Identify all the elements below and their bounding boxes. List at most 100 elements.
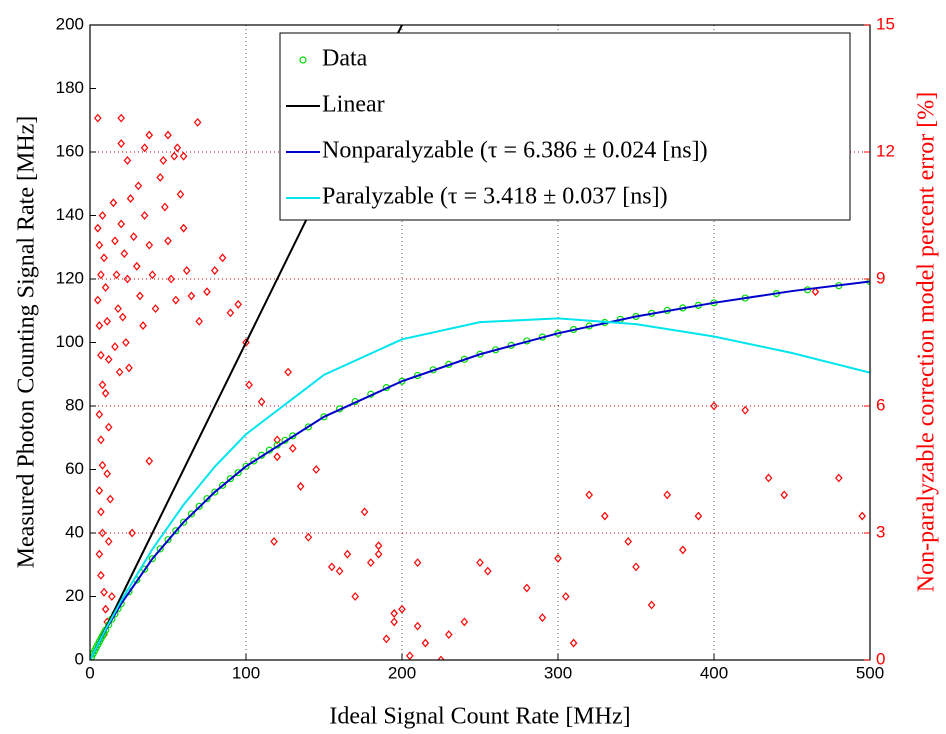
y-tick-label: 80 — [65, 395, 84, 414]
error-point — [538, 613, 547, 623]
y-tick-label: 100 — [56, 332, 84, 351]
x-tick-label: 300 — [544, 663, 572, 682]
x-tick-label: 100 — [232, 663, 260, 682]
error-point — [104, 355, 113, 364]
y2-tick-label: 6 — [876, 395, 885, 414]
data-point — [304, 423, 312, 431]
error-point — [382, 634, 391, 644]
data-point — [320, 413, 328, 421]
error-point — [101, 604, 110, 614]
y-tick-label: 20 — [65, 586, 84, 605]
error-point — [100, 253, 108, 263]
error-point — [445, 630, 453, 640]
error-point — [95, 321, 104, 330]
error-point — [741, 405, 749, 415]
y-tick-label: 40 — [65, 522, 84, 541]
error-point — [663, 490, 671, 500]
error-point — [562, 592, 570, 601]
error-point — [159, 156, 168, 165]
data-point — [211, 488, 219, 496]
data-point — [164, 536, 172, 544]
error-point — [104, 422, 113, 432]
error-point — [858, 511, 866, 521]
error-point — [195, 316, 203, 326]
error-point — [140, 143, 149, 153]
error-point — [145, 130, 154, 140]
error-point — [129, 232, 138, 242]
error-point — [780, 490, 788, 500]
error-point — [101, 388, 110, 398]
error-point — [94, 295, 102, 305]
error-point — [390, 617, 398, 627]
error-point — [98, 211, 107, 220]
error-point — [179, 151, 188, 161]
legend-label: Nonparalyzable (τ = 6.386 ± 0.024 [ns]) — [322, 138, 708, 164]
y-tick-label: 60 — [65, 459, 84, 478]
error-point — [193, 117, 202, 127]
error-point — [104, 537, 113, 546]
error-point — [106, 494, 115, 504]
data-point — [203, 495, 211, 503]
error-point — [360, 507, 369, 517]
error-point — [187, 291, 196, 301]
error-point — [304, 532, 313, 542]
error-point — [125, 363, 133, 373]
legend-label: Linear — [322, 92, 385, 118]
error-point — [234, 299, 242, 309]
error-point — [811, 287, 820, 297]
error-point — [413, 621, 422, 631]
error-point — [98, 528, 107, 538]
y-tick-label: 120 — [56, 268, 84, 287]
error-point — [218, 253, 227, 263]
y2-tick-label: 9 — [876, 268, 885, 287]
error-point — [94, 113, 102, 123]
error-point — [164, 236, 172, 246]
error-point — [176, 189, 185, 199]
error-point — [126, 194, 135, 203]
error-point — [111, 342, 119, 352]
error-point — [136, 291, 144, 301]
error-point — [123, 274, 132, 284]
y-tick-label: 0 — [75, 649, 84, 668]
error-point — [764, 473, 773, 483]
error-point — [569, 638, 578, 648]
y2-tick-label: 3 — [876, 522, 885, 541]
error-point — [406, 651, 414, 660]
error-point — [554, 553, 562, 563]
error-point — [95, 486, 104, 496]
error-point — [98, 380, 107, 390]
error-point — [374, 541, 383, 551]
error-point — [156, 172, 164, 182]
error-point — [413, 558, 422, 568]
error-point — [148, 270, 157, 280]
legend-label: Data — [322, 46, 368, 72]
error-point — [117, 113, 125, 123]
error-point — [115, 367, 124, 377]
error-point — [203, 287, 211, 297]
error-point — [133, 261, 141, 271]
error-point — [632, 562, 640, 572]
error-point — [117, 219, 125, 229]
error-point — [120, 249, 129, 259]
y-axis-label: Measured Photon Counting Signal Rate [MH… — [14, 116, 40, 569]
data-point — [172, 527, 180, 535]
x-tick-label: 200 — [388, 663, 416, 682]
error-point — [585, 490, 593, 500]
legend-marker — [299, 56, 307, 64]
error-point — [103, 469, 111, 479]
y-tick-label: 140 — [56, 205, 84, 224]
y-tick-label: 160 — [56, 141, 84, 160]
error-point — [123, 156, 132, 165]
y2-tick-label: 0 — [876, 649, 885, 668]
error-point — [523, 583, 531, 593]
error-point — [245, 380, 253, 390]
data-point — [156, 545, 164, 553]
error-point — [112, 270, 121, 280]
data-point — [187, 510, 195, 518]
legend-box — [279, 32, 851, 221]
error-point — [335, 566, 344, 576]
data-point — [219, 481, 227, 489]
error-point — [374, 549, 383, 559]
error-point — [601, 511, 609, 521]
error-point — [145, 240, 154, 250]
